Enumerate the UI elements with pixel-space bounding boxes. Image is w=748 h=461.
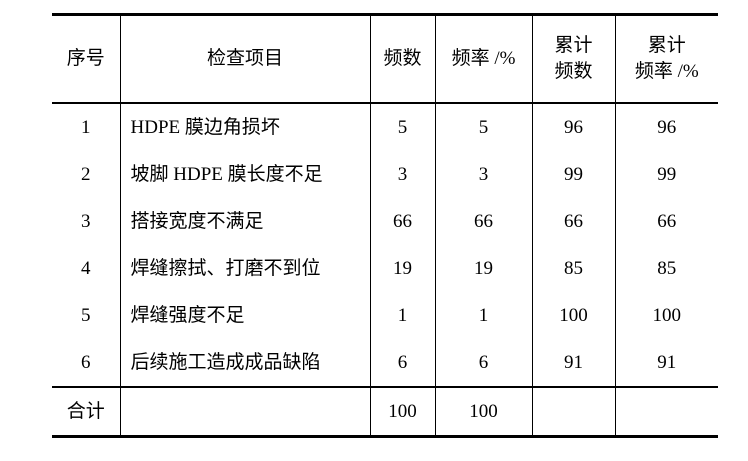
header-cumulative-frequency: 累计 频数 [531, 13, 615, 104]
cell-cumulative-frequency: 66 [531, 198, 615, 245]
cell-index: 4 [81, 257, 91, 279]
header-item: 检查项目 [119, 13, 370, 104]
cell-cumulative-frequency: 99 [531, 151, 615, 198]
cell-cumulative-frequency: 100 [531, 292, 615, 339]
cell-item: 后续施工造成成品缺陷 [119, 339, 370, 387]
table-row: 1 HDPE 膜边角损坏 5 5 96 96 [52, 103, 718, 151]
header-text: 频数 [554, 61, 593, 82]
cell-rate: 1 [434, 292, 532, 339]
cell-item: 搭接宽度不满足 [119, 198, 370, 245]
cell-frequency: 66 [369, 198, 435, 245]
cell-cumulative-rate: 85 [614, 245, 718, 292]
cell-frequency: 1 [369, 292, 435, 339]
cell-index: 5 [81, 304, 91, 326]
cell-item: 焊缝擦拭、打磨不到位 [119, 245, 370, 292]
cell-cumulative-rate: 96 [614, 103, 718, 151]
cell-rate: 5 [434, 103, 532, 151]
cell-rate: 19 [434, 245, 532, 292]
cell-index: 3 [81, 210, 91, 232]
cell-item: HDPE 膜边角损坏 [119, 103, 370, 151]
cell-cumulative-rate: 99 [614, 151, 718, 198]
cell-cumulative-rate [614, 386, 718, 438]
cell-frequency: 100 [369, 386, 435, 438]
cell-frequency: 6 [369, 339, 435, 387]
cell-rate: 6 [434, 339, 532, 387]
cell-item: 坡脚 HDPE 膜长度不足 [119, 151, 370, 198]
table-row: 5 焊缝强度不足 1 1 100 100 [52, 292, 718, 339]
table-row: 3 搭接宽度不满足 66 66 66 66 [52, 198, 718, 245]
cell-cumulative-frequency: 91 [531, 339, 615, 387]
cell-index: 合计 [52, 386, 120, 438]
header-cumulative-rate: 累计频率 /% [614, 13, 718, 104]
cell-frequency: 19 [369, 245, 435, 292]
cell-cumulative-frequency: 96 [531, 103, 615, 151]
cell-cumulative-rate: 66 [614, 198, 718, 245]
cell-cumulative-rate: 91 [614, 339, 718, 387]
header-text: 频率 /% [634, 61, 699, 82]
header-frequency: 频数 [369, 13, 435, 104]
header-text: 累计 [554, 35, 593, 56]
header-index: 序号 [52, 13, 120, 104]
header-text: 序号 [66, 48, 105, 69]
cell-frequency: 5 [369, 103, 435, 151]
cell-cumulative-rate: 100 [614, 292, 718, 339]
table-row: 6 后续施工造成成品缺陷 6 6 91 91 [52, 339, 718, 387]
cell-frequency: 3 [369, 151, 435, 198]
cell-index: 1 [81, 116, 91, 138]
header-text: 频数 [383, 48, 422, 69]
cell-index: 2 [81, 163, 91, 185]
cell-rate: 3 [434, 151, 532, 198]
cell-cumulative-frequency: 85 [531, 245, 615, 292]
total-row: 合计 100 100 [52, 386, 718, 438]
cell-item [119, 386, 370, 438]
header-rate: 频率 /% [434, 13, 532, 104]
cell-index: 6 [81, 351, 91, 373]
header-row: 序号 检查项目 频数 频率 /% 累计频数 累计频率 /% [52, 13, 718, 104]
header-text: 累计 [647, 35, 686, 56]
cell-item: 焊缝强度不足 [119, 292, 370, 339]
header-text: 频率 /% [451, 48, 516, 69]
table-row: 2 坡脚 HDPE 膜长度不足 3 3 99 99 [52, 151, 718, 198]
cell-rate: 100 [434, 386, 532, 438]
cell-cumulative-frequency [531, 386, 615, 438]
table-row: 4 焊缝擦拭、打磨不到位 19 19 85 85 [52, 245, 718, 292]
inspection-table: 序号 检查项目 频数 频率 /% 累计频数 累计频率 /% 1 HDPE 膜边角损… [52, 13, 718, 438]
cell-rate: 66 [434, 198, 532, 245]
header-text: 检查项目 [206, 48, 283, 69]
